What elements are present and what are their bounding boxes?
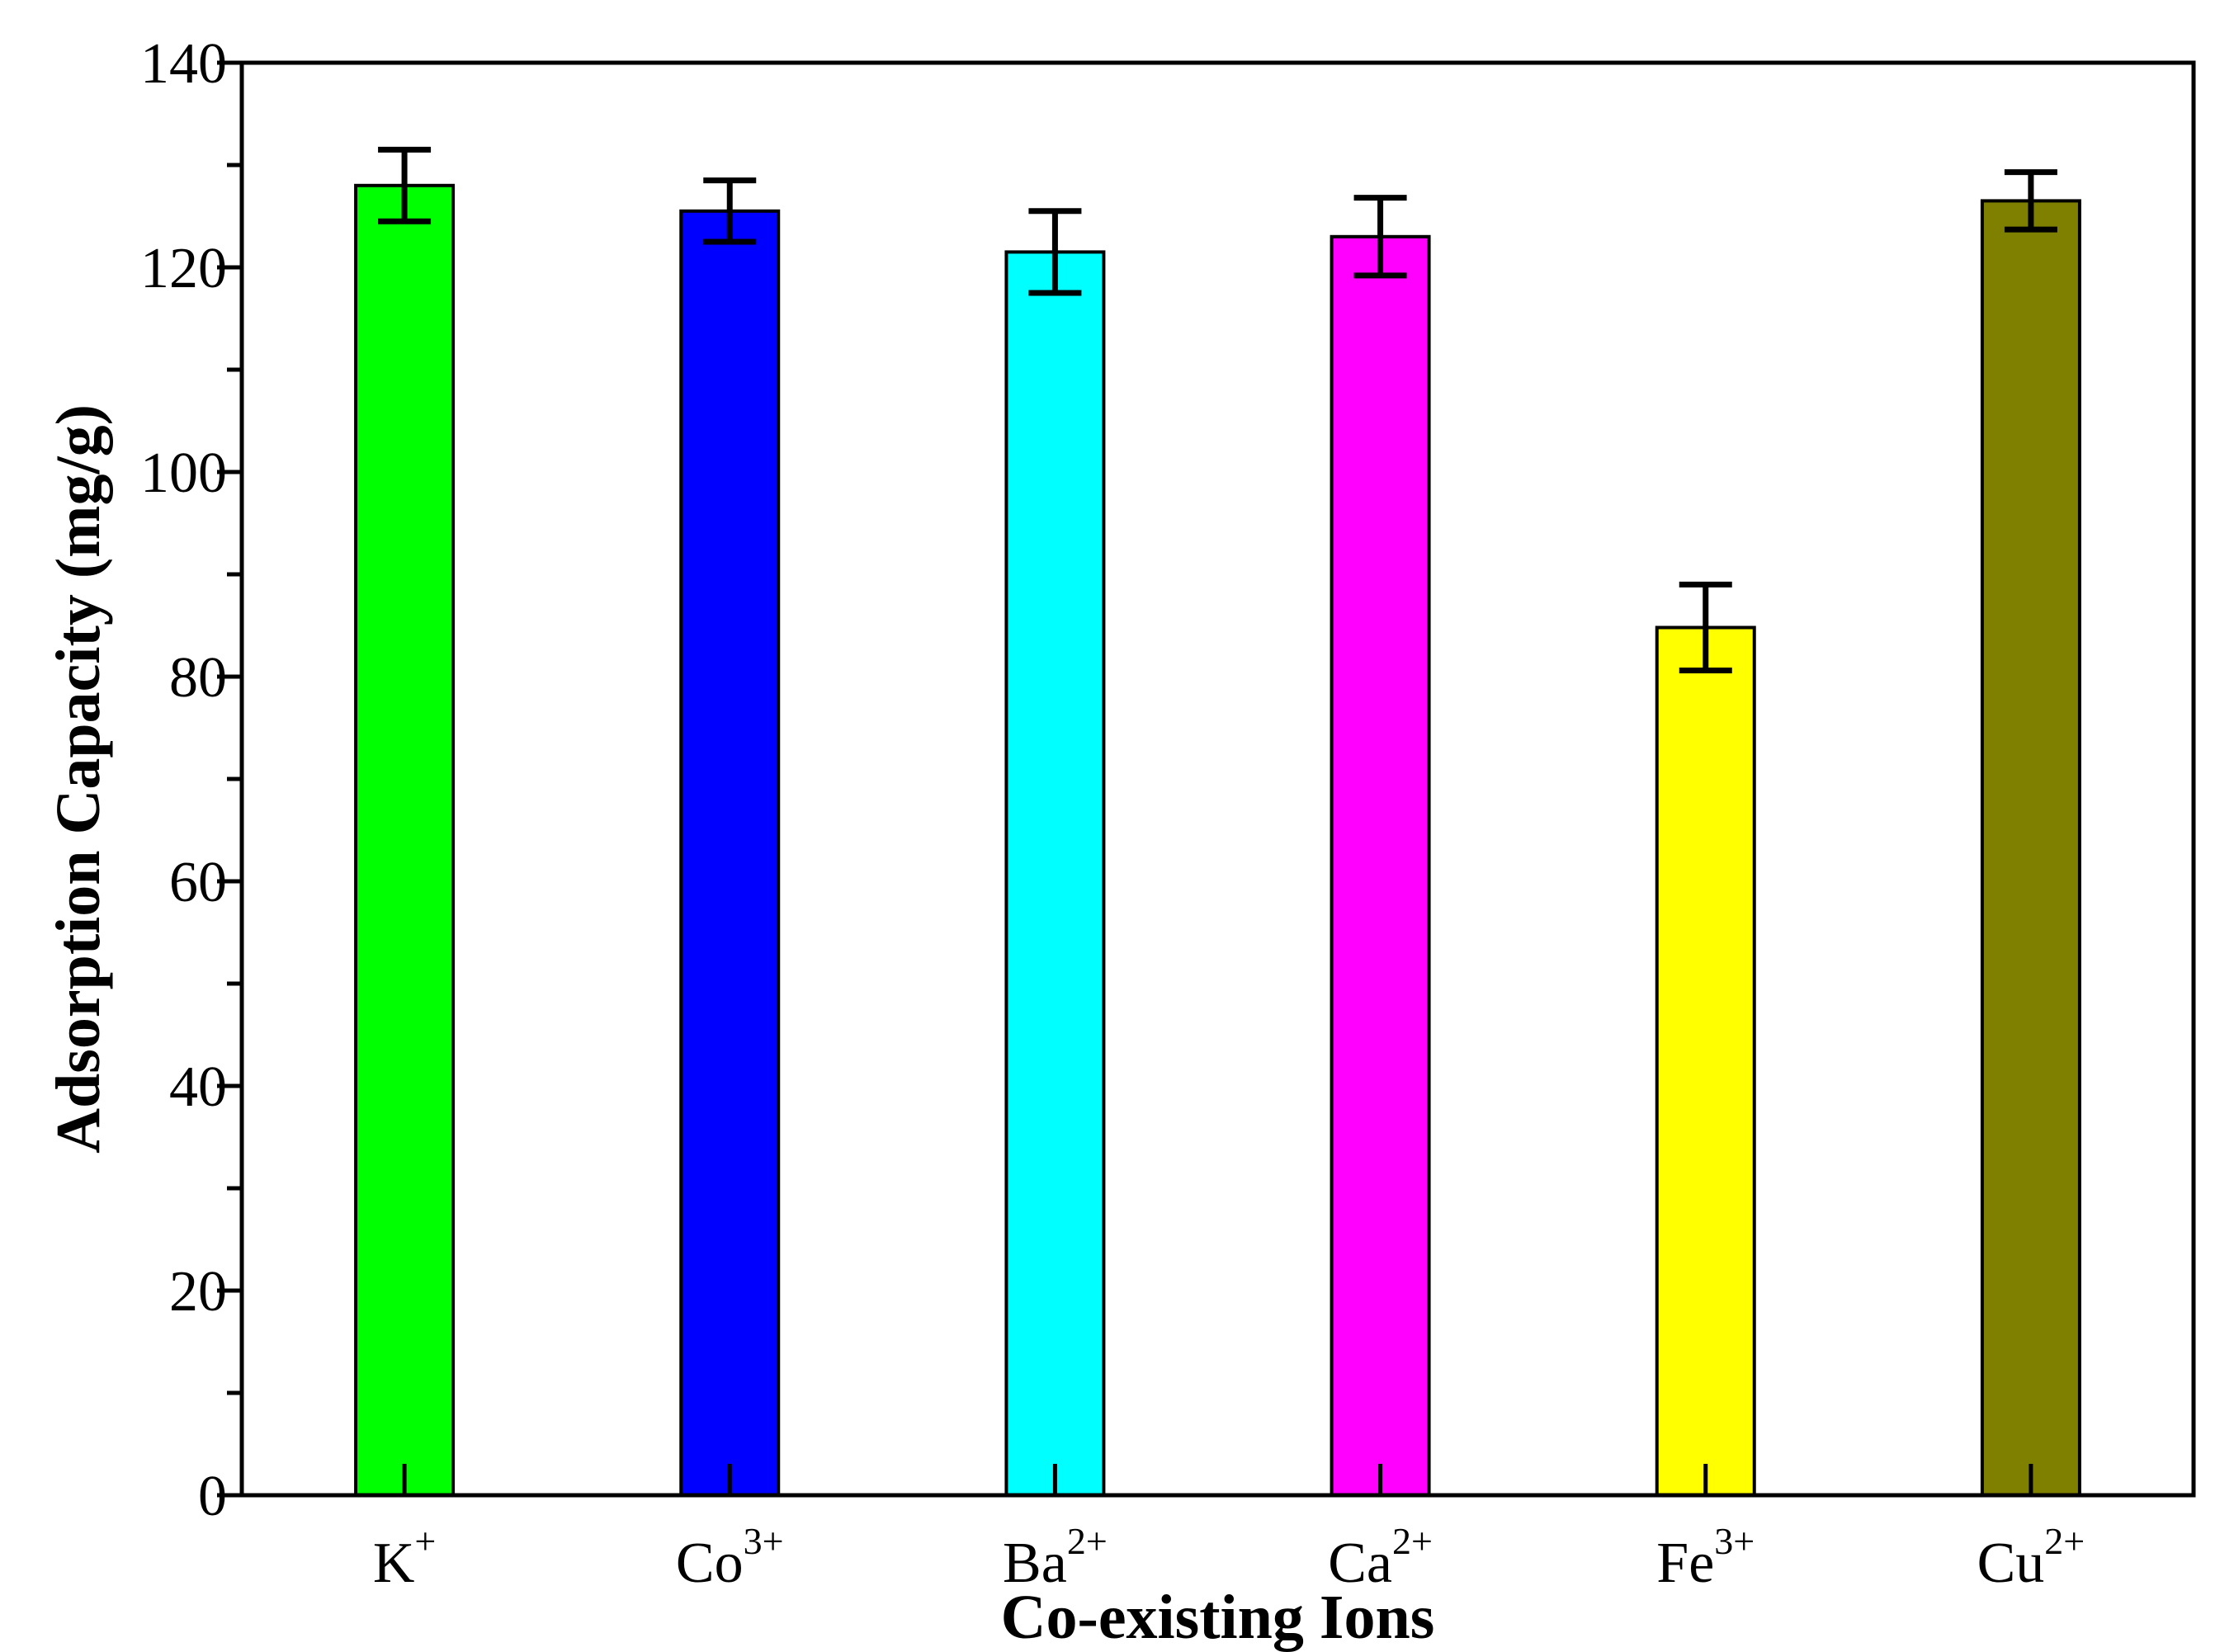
y-tick-label-120: 120 [140, 237, 227, 300]
x-tick-label-3: Ca2+ [1328, 1520, 1433, 1595]
labels-layer: K+ Co3+ Ba2+ Ca2+ Fe3+ Cu2+ 0 20 40 60 80 100 120 140 [140, 32, 2085, 1595]
x-axis-title: Co-existing Ions [1001, 1583, 1435, 1652]
x-tick-label-2: Ba2+ [1003, 1520, 1108, 1595]
bar-2 [1004, 250, 1106, 1497]
bar-3 [1330, 234, 1431, 1497]
error-bar-2 [1028, 208, 1082, 296]
plot-frame [239, 60, 2196, 1498]
axes-layer [217, 60, 2196, 1498]
error-bar-0 [378, 146, 432, 224]
error-bar-5 [2004, 169, 2057, 233]
bars-layer [354, 183, 2081, 1497]
x-tick-label-5: Cu2+ [1977, 1520, 2085, 1595]
x-tick-label-0: K+ [373, 1520, 437, 1595]
y-tick-label-60: 60 [169, 851, 227, 914]
error-bar-1 [703, 177, 757, 245]
y-tick-label-20: 20 [169, 1260, 227, 1324]
y-tick-label-80: 80 [169, 646, 227, 710]
bar-5 [1980, 199, 2081, 1497]
x-tick-label-1: Co3+ [676, 1520, 784, 1595]
y-tick-label-40: 40 [169, 1055, 227, 1119]
y-axis-title: Adsorption Capacity (mg/g) [44, 404, 113, 1154]
y-tick-label-140: 140 [140, 32, 227, 96]
y-tick-label-0: 0 [198, 1465, 227, 1528]
y-tick-label-100: 100 [140, 441, 227, 505]
x-tick-label-4: Fe3+ [1656, 1520, 1755, 1595]
error-bar-3 [1353, 195, 1407, 279]
bar-1 [679, 209, 781, 1497]
error-bar-4 [1679, 581, 1732, 674]
bar-4 [1655, 625, 1756, 1497]
bar-0 [354, 183, 456, 1497]
error-bars-layer [378, 146, 2057, 674]
